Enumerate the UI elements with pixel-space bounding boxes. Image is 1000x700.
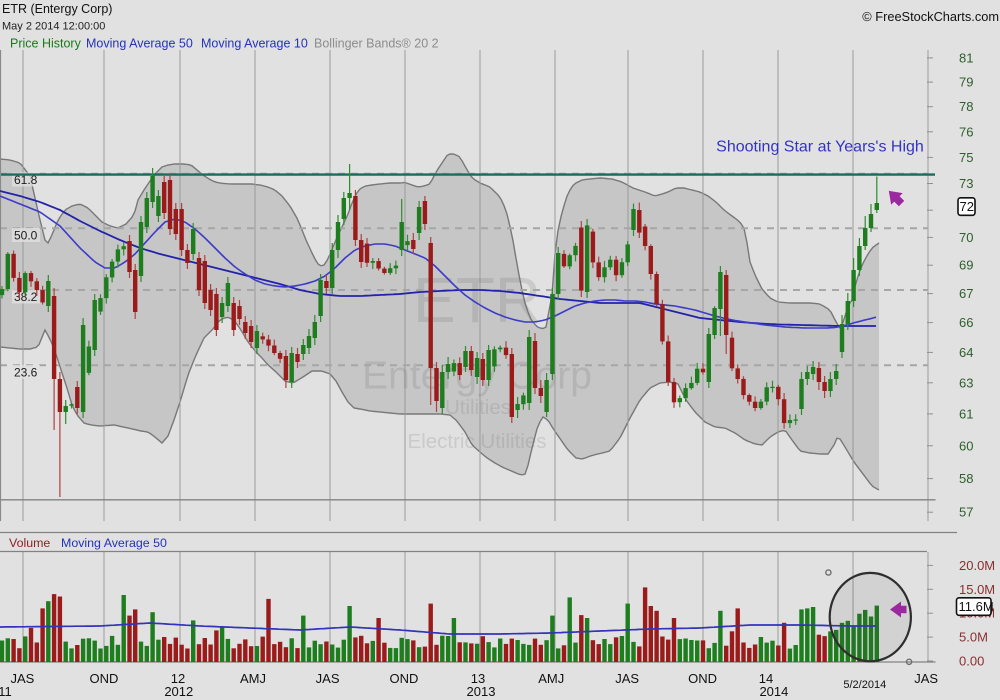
svg-text:50.0: 50.0 (14, 229, 38, 243)
svg-text:70: 70 (959, 230, 973, 245)
svg-text:64: 64 (959, 345, 973, 360)
svg-text:76: 76 (959, 124, 973, 139)
svg-text:AMJ: AMJ (538, 671, 564, 686)
svg-text:58: 58 (959, 471, 973, 486)
svg-text:73: 73 (959, 176, 973, 191)
svg-text:JAS: JAS (316, 671, 340, 686)
svg-text:Utilities: Utilities (445, 396, 511, 419)
svg-text:60: 60 (959, 438, 973, 453)
svg-text:Moving Average 50: Moving Average 50 (61, 536, 167, 550)
svg-text:5.0M: 5.0M (959, 630, 988, 645)
svg-text:5/2/2014: 5/2/2014 (843, 679, 886, 691)
svg-text:Bollinger Bands® 20 2: Bollinger Bands® 20 2 (314, 37, 439, 51)
svg-text:2012: 2012 (164, 684, 193, 699)
svg-text:23.6: 23.6 (14, 366, 38, 380)
svg-text:66: 66 (959, 315, 973, 330)
svg-text:78: 78 (959, 99, 973, 114)
svg-text:63: 63 (959, 375, 973, 390)
svg-text:57: 57 (959, 505, 973, 520)
svg-text:15.0M: 15.0M (959, 582, 995, 597)
svg-text:2014: 2014 (759, 684, 788, 699)
svg-text:75: 75 (959, 150, 973, 165)
svg-text:20.0M: 20.0M (959, 558, 995, 573)
svg-text:61: 61 (959, 406, 973, 421)
svg-text:Moving Average 50: Moving Average 50 (86, 37, 193, 51)
svg-text:Volume: Volume (9, 536, 50, 550)
svg-text:Price History: Price History (10, 37, 82, 51)
svg-text:Moving Average 10: Moving Average 10 (201, 37, 308, 51)
svg-text:OND: OND (688, 671, 717, 686)
svg-text:81: 81 (959, 50, 973, 65)
svg-text:12: 12 (171, 671, 185, 686)
svg-text:11.6M: 11.6M (959, 599, 994, 614)
svg-text:JAS: JAS (10, 671, 34, 686)
svg-text:0.00: 0.00 (959, 654, 984, 669)
svg-text:JAS: JAS (914, 671, 938, 686)
svg-text:14: 14 (759, 671, 773, 686)
svg-text:AMJ: AMJ (240, 671, 266, 686)
svg-text:OND: OND (390, 671, 419, 686)
svg-text:13: 13 (471, 671, 485, 686)
svg-text:72: 72 (960, 199, 974, 214)
svg-text:ETR (Entergy Corp): ETR (Entergy Corp) (2, 2, 112, 16)
svg-text:ETR: ETR (413, 264, 541, 336)
svg-text:61.8: 61.8 (14, 173, 38, 187)
svg-text:11: 11 (0, 684, 12, 699)
svg-text:© FreeStockCharts.com: © FreeStockCharts.com (862, 9, 999, 24)
svg-text:JAS: JAS (615, 671, 639, 686)
svg-text:Electric Utilities: Electric Utilities (408, 430, 547, 453)
svg-text:79: 79 (959, 75, 973, 90)
svg-text:69: 69 (959, 258, 973, 273)
svg-text:May 2 2014 12:00:00: May 2 2014 12:00:00 (2, 21, 105, 33)
svg-text:Shooting Star at Years's High: Shooting Star at Years's High (716, 139, 924, 156)
svg-text:OND: OND (90, 671, 119, 686)
svg-text:2013: 2013 (467, 684, 496, 699)
svg-text:67: 67 (959, 286, 973, 301)
